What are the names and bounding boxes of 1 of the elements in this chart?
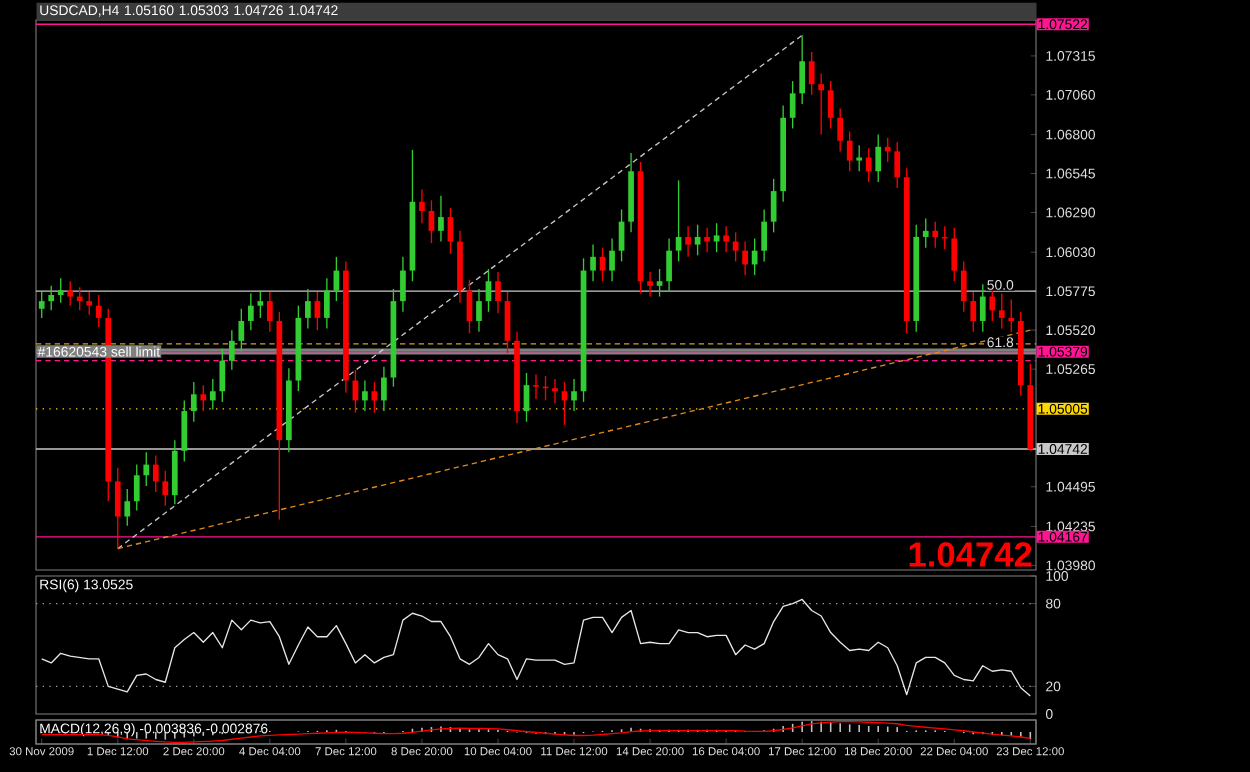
annotation: 1.04742: [909, 542, 1032, 567]
